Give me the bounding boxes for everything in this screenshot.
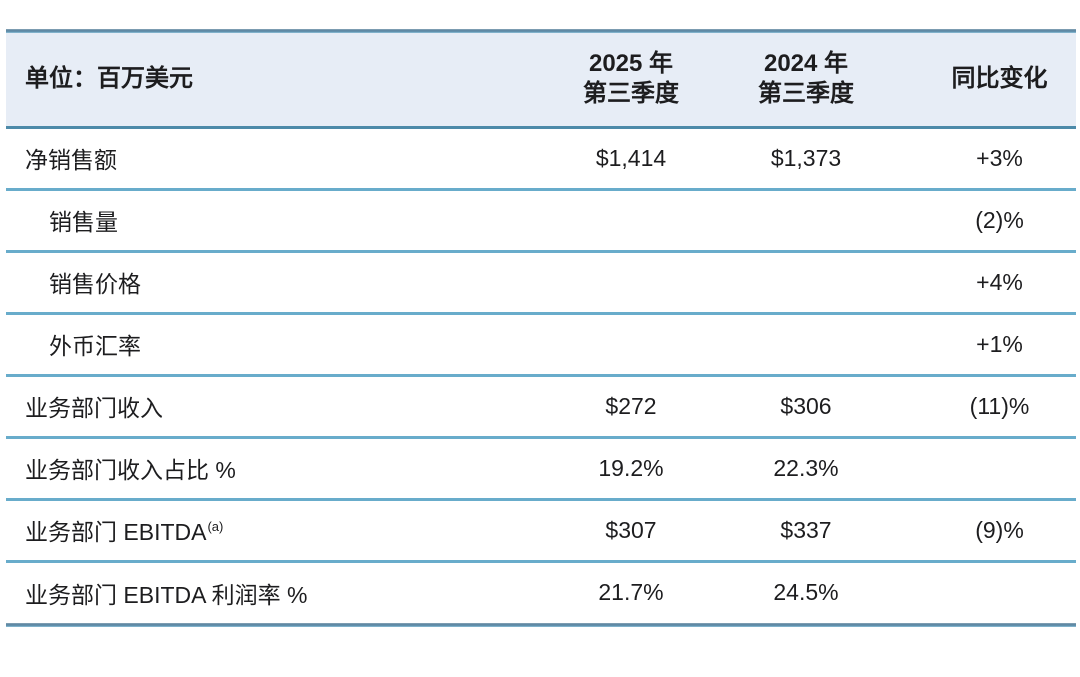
value-q3-2025: 19.2% bbox=[551, 435, 711, 499]
col-header-q3-2025-line1: 2025 年 bbox=[588, 49, 674, 77]
value-q3-2025: $1,414 bbox=[595, 144, 667, 171]
row-label: 净销售额 bbox=[6, 127, 551, 189]
row-label-text: 业务部门 EBITDA bbox=[25, 519, 207, 545]
table-row: 业务部门 EBITDA 利润率 % 21.7% 24.5% bbox=[6, 559, 1076, 623]
value-yoy: +4% bbox=[901, 249, 1076, 313]
value-yoy: +1% bbox=[901, 311, 1076, 375]
table-row: 业务部门 EBITDA(a) $307 $337 (9)% bbox=[6, 497, 1076, 561]
value-yoy: (9)% bbox=[901, 497, 1076, 561]
row-label-text: 外币汇率 bbox=[49, 333, 141, 359]
row-label: 业务部门 EBITDA 利润率 % bbox=[6, 559, 551, 623]
value-yoy bbox=[901, 435, 1076, 499]
value-q3-2024: 22.3% bbox=[711, 435, 901, 499]
row-label: 业务部门收入 bbox=[6, 373, 551, 437]
value-q3-2025: 21.7% bbox=[551, 559, 711, 623]
value-q3-2025: $307 bbox=[551, 497, 711, 561]
value-yoy: (11)% bbox=[901, 373, 1076, 437]
row-label: 业务部门 EBITDA(a) bbox=[6, 497, 551, 561]
table-row: 销售价格 +4% bbox=[6, 249, 1076, 313]
value-q3-2024 bbox=[711, 187, 901, 251]
value-yoy bbox=[901, 559, 1076, 623]
row-label: 外币汇率 bbox=[6, 311, 551, 375]
value-q3-2024: $1,373 bbox=[770, 144, 842, 171]
row-label-text: 业务部门 EBITDA 利润率 % bbox=[25, 581, 308, 608]
col-header-q3-2024-line2: 第三季度 bbox=[758, 80, 854, 108]
value-q3-2024 bbox=[711, 249, 901, 313]
row-label: 业务部门收入占比 % bbox=[6, 435, 551, 499]
value-q3-2025: $272 bbox=[551, 373, 711, 437]
table-header: 单位：百万美元 2025 年 第三季度 2024 年 第三季度 同比变化 bbox=[6, 33, 1076, 129]
value-yoy: +3% bbox=[976, 144, 1023, 171]
row-label-text: 销售价格 bbox=[49, 271, 141, 297]
table-row: 业务部门收入占比 % 19.2% 22.3% bbox=[6, 435, 1076, 499]
header-row: 单位：百万美元 2025 年 第三季度 2024 年 第三季度 同比变化 bbox=[6, 33, 1076, 129]
row-label-text: 业务部门收入占比 % bbox=[25, 457, 236, 483]
row-label: 销售价格 bbox=[6, 249, 551, 313]
table-row: 销售量 (2)% bbox=[6, 187, 1076, 251]
table-body: 净销售额 $1,414 $1,373 +3% 销售量 (2)% 销售价格 +4%… bbox=[6, 127, 1076, 623]
table-row: 外币汇率 +1% bbox=[6, 311, 1076, 375]
table-bottom-border bbox=[6, 623, 1076, 627]
quarterly-results-table: 单位：百万美元 2025 年 第三季度 2024 年 第三季度 同比变化 净销售… bbox=[6, 33, 1076, 623]
value-q3-2024 bbox=[711, 311, 901, 375]
value-yoy: (2)% bbox=[901, 187, 1076, 251]
row-label: 销售量 bbox=[6, 187, 551, 251]
unit-header: 单位：百万美元 bbox=[6, 33, 551, 129]
col-header-q3-2024-line1: 2024 年 bbox=[763, 49, 849, 77]
row-label-superscript: (a) bbox=[207, 519, 224, 534]
row-label-text: 销售量 bbox=[49, 209, 118, 235]
table-row: 业务部门收入 $272 $306 (11)% bbox=[6, 373, 1076, 437]
table-row: 净销售额 $1,414 $1,373 +3% bbox=[6, 127, 1076, 189]
financial-summary-table: 单位：百万美元 2025 年 第三季度 2024 年 第三季度 同比变化 净销售… bbox=[6, 29, 1076, 627]
value-q3-2024: $337 bbox=[711, 497, 901, 561]
value-q3-2025 bbox=[551, 187, 711, 251]
col-header-yoy: 同比变化 bbox=[901, 33, 1076, 129]
value-q3-2025 bbox=[551, 311, 711, 375]
value-q3-2025 bbox=[551, 249, 711, 313]
value-q3-2024: 24.5% bbox=[711, 559, 901, 623]
col-header-q3-2024: 2024 年 第三季度 bbox=[711, 33, 901, 129]
col-header-q3-2025: 2025 年 第三季度 bbox=[551, 33, 711, 129]
col-header-q3-2025-line2: 第三季度 bbox=[583, 80, 679, 108]
row-label-text: 业务部门收入 bbox=[25, 395, 163, 421]
table-top-border bbox=[6, 29, 1076, 33]
row-label-text: 净销售额 bbox=[25, 147, 117, 173]
value-q3-2024: $306 bbox=[711, 373, 901, 437]
